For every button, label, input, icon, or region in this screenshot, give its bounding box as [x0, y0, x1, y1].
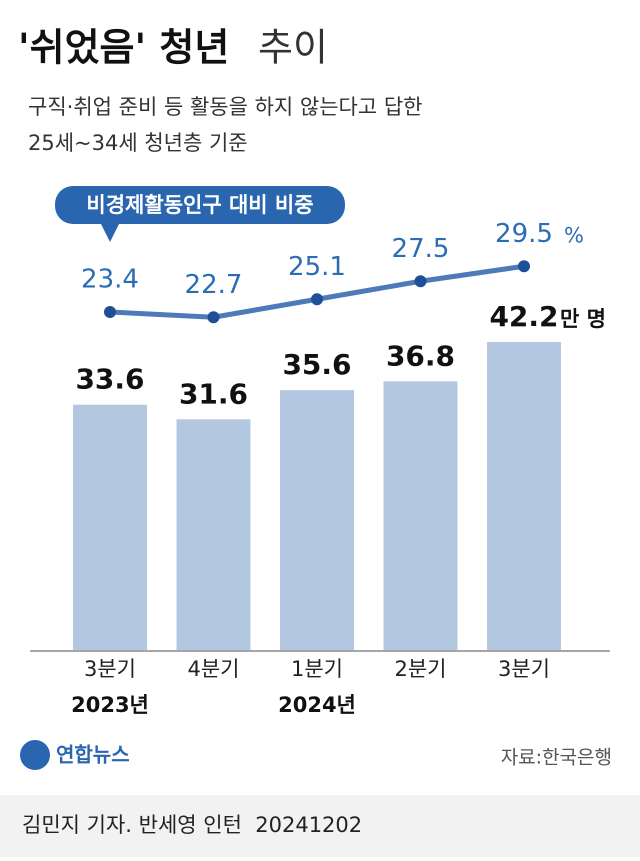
line-point: [207, 311, 220, 324]
x-tick-label: 3분기: [498, 657, 550, 681]
line-point: [311, 293, 323, 306]
subtitle: 구직·취업 준비 등 활동을 하지 않는다고 답한: [28, 95, 423, 119]
x-tick-label: 4분기: [187, 657, 239, 681]
series-label-pointer: [100, 222, 120, 242]
series-label-box: [55, 186, 345, 224]
line-value-label: 27.5: [392, 234, 450, 264]
logo: 연합뉴스: [20, 740, 130, 770]
line-unit: %: [564, 223, 584, 247]
x-tick-label: 2분기: [394, 657, 446, 681]
bar: [487, 341, 561, 650]
line-point: [414, 275, 427, 288]
bar: [73, 404, 147, 650]
legend-entry: 비경제활동인구 대비 비중: [86, 193, 313, 217]
line-value-label: 23.4: [81, 265, 139, 295]
x-tick-label: 3분기: [84, 657, 136, 681]
year-label: 2024년: [278, 693, 356, 717]
chart-title: '쉬었음' 청년: [18, 26, 229, 70]
line-value-label: 25.1: [288, 252, 346, 282]
bar-unit: 만 명: [560, 307, 606, 331]
logo-icon: [20, 740, 50, 770]
line-point: [104, 306, 116, 318]
line-value-label: 22.7: [185, 270, 243, 300]
source: 자료:한국은행: [501, 747, 612, 769]
chart-title-light: 추이: [258, 26, 328, 70]
bar-value-label: 36.8: [386, 339, 455, 372]
bar-value-label: 31.6: [179, 377, 248, 410]
x-tick-label: 1분기: [291, 657, 343, 681]
bar: [280, 390, 354, 650]
bar-value-label: 33.6: [75, 363, 144, 396]
line-point: [518, 260, 530, 273]
bar: [383, 381, 458, 650]
subtitle: 25세~34세 청년층 기준: [28, 131, 248, 155]
bar-value-label: 35.6: [282, 348, 351, 381]
footer-bg: [0, 795, 640, 857]
bar-value-label: 42.2: [489, 300, 558, 333]
year-label: 2023년: [71, 693, 149, 717]
credit: 김민지 기자. 반세영 인턴 20241202: [22, 813, 362, 837]
bar: [176, 419, 251, 650]
line-value-label: 29.5: [495, 219, 553, 249]
logo-text: 연합뉴스: [56, 743, 130, 767]
